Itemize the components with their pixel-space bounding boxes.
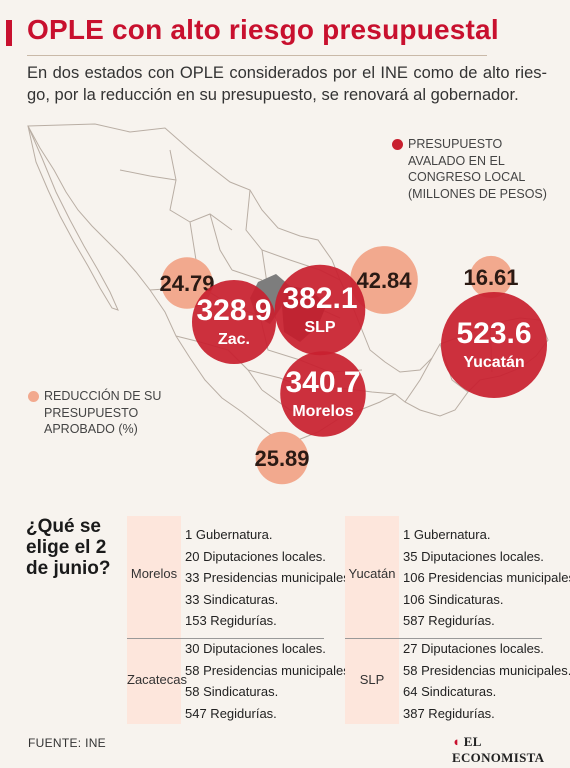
election-item: 30 Diputaciones locales. xyxy=(185,641,326,656)
state-name: Zacatecas xyxy=(127,672,187,687)
reduction-bubble-morelos xyxy=(255,431,309,485)
budget-bubble-slp xyxy=(274,264,366,356)
legend-reduction: REDUCCIÓN DE SU PRESUPUESTO APROBADO (%) xyxy=(28,388,178,438)
election-item: 1 Gubernatura. xyxy=(185,527,273,542)
legend-budget-label: PRESUPUESTO AVALADO EN EL CONGRESO LOCAL… xyxy=(408,137,547,201)
brand-logo: ◖ EL ECONOMISTA xyxy=(452,734,570,766)
brand-name: EL ECONOMISTA xyxy=(452,734,545,765)
reduction-value-yucat-n: 16.61 xyxy=(463,265,518,290)
election-item: 106 Sindicaturas. xyxy=(403,591,504,607)
state-label-morelos: Morelos xyxy=(292,403,353,420)
election-items: 1 Gubernatura. 35 Diputaciones locales. … xyxy=(403,524,570,632)
block-separator xyxy=(127,638,324,639)
title-divider xyxy=(27,55,487,56)
legend-budget: PRESUPUESTO AVALADO EN EL CONGRESO LOCAL… xyxy=(392,136,552,202)
block-separator xyxy=(345,638,542,639)
election-item: 106 Presidencias municipales. xyxy=(403,570,570,585)
bubbles-layer: 24.79 42.8425.8916.61328.9Zac.382.1SLP340… xyxy=(159,246,547,485)
state-column-background xyxy=(345,516,399,724)
brand-mark-icon: ◖ xyxy=(452,734,461,749)
state-name: Yucatán xyxy=(348,566,396,581)
election-item: 58 Presidencias municipales. xyxy=(185,662,354,678)
budget-value-yucat-n: 523.6 xyxy=(456,317,531,350)
election-item: 1 Gubernatura. xyxy=(403,527,491,542)
election-item: 58 Sindicaturas. xyxy=(185,684,279,699)
budget-value-zac: 328.9 xyxy=(196,294,271,327)
election-items: 30 Diputaciones locales. 58 Presidencias… xyxy=(185,638,353,724)
election-items: 1 Gubernatura. 20 Diputaciones locales. … xyxy=(185,524,353,632)
state-name: SLP xyxy=(359,672,385,687)
election-item: 33 Presidencias municipales. xyxy=(185,570,354,585)
state-label-yucat-n: Yucatán xyxy=(463,354,524,371)
subtitle: En dos estados con OPLE considerados por… xyxy=(27,64,547,104)
mexico-bubble-map: 24.79 42.8425.8916.61328.9Zac.382.1SLP340… xyxy=(27,123,549,485)
reduction-bubble-yucat-n xyxy=(469,255,513,299)
election-item: 547 Regidurías. xyxy=(185,705,277,721)
state-column-background xyxy=(127,516,181,724)
election-item: 64 Sindicaturas. xyxy=(403,684,497,699)
election-item: 153 Regidurías. xyxy=(185,613,277,628)
budget-bubble-morelos xyxy=(280,351,366,437)
title-accent-bar xyxy=(6,20,12,46)
budget-value-slp: 382.1 xyxy=(282,282,357,315)
reduction-value-morelos: 25.89 xyxy=(254,446,309,471)
legend-reduction-dot xyxy=(28,391,39,402)
budget-bubble-zac xyxy=(191,279,277,365)
election-question: ¿Qué se elige el 2 de junio? xyxy=(26,516,111,579)
budget-value-morelos: 340.7 xyxy=(285,366,360,399)
legend-reduction-label: REDUCCIÓN DE SU PRESUPUESTO APROBADO (%) xyxy=(44,389,162,436)
election-column-1: Morelos 1 Gubernatura. 20 Diputaciones l… xyxy=(127,516,353,724)
election-item: 27 Diputaciones locales. xyxy=(403,641,544,656)
reduction-value-slp: 42.84 xyxy=(356,268,412,293)
state-label-zac: Zac. xyxy=(218,331,250,348)
budget-bubble-yucat-n xyxy=(441,292,547,398)
state-name: Morelos xyxy=(130,566,178,581)
state-label-slp: SLP xyxy=(304,319,335,336)
source-note: FUENTE: INE xyxy=(28,736,106,750)
election-item: 33 Sindicaturas. xyxy=(185,591,279,607)
page-title: OPLE con alto riesgo presupuestal xyxy=(27,14,499,45)
reduction-bubble-zac xyxy=(161,257,213,309)
reduction-bubble-slp xyxy=(350,246,418,314)
election-item: 20 Diputaciones locales. xyxy=(185,548,326,564)
election-column-2: Yucatán 1 Gubernatura. 35 Diputaciones l… xyxy=(345,516,570,724)
election-item: 35 Diputaciones locales. xyxy=(403,548,544,564)
election-item: 387 Regidurías. xyxy=(403,705,495,721)
election-item: 58 Presidencias municipales. xyxy=(403,662,570,678)
election-item: 587 Regidurías. xyxy=(403,613,495,628)
legend-budget-dot xyxy=(392,139,403,150)
election-items: 27 Diputaciones locales. 58 Presidencias… xyxy=(403,638,570,724)
